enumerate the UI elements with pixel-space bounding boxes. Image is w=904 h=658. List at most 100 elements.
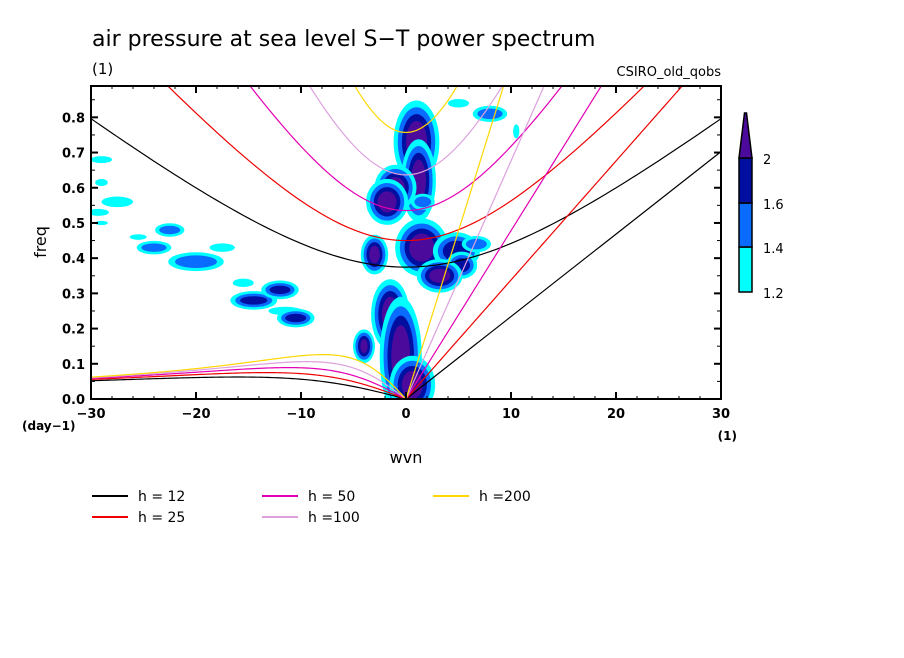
contour-level-1.6	[285, 313, 307, 323]
power-blob	[461, 235, 491, 253]
colorbar-extend-arrow	[738, 112, 753, 159]
x-tick-label: −10	[287, 407, 316, 422]
power-blob	[410, 193, 435, 210]
x-tick-label: −20	[182, 407, 211, 422]
y-tick-label: 0.8	[62, 111, 85, 126]
contour-level-1.4	[175, 255, 217, 269]
power-blob	[91, 208, 109, 216]
power-blob	[95, 220, 108, 226]
power-blob	[360, 234, 389, 275]
kelvin-wave-curve	[405, 86, 545, 399]
colorbar-label: 1.6	[763, 198, 784, 213]
legend-label: h =100	[308, 510, 360, 526]
y-axis-label: freq	[31, 226, 50, 258]
power-blob	[232, 278, 254, 288]
contour-level-1.2	[101, 196, 133, 208]
contour-level-1.2	[209, 243, 235, 252]
contour-level-1.2	[232, 278, 254, 288]
power-blob	[136, 240, 172, 255]
power-blob	[101, 196, 133, 208]
power-blob	[472, 105, 508, 122]
curve-group-h12	[91, 118, 721, 399]
rossby-wave-curve	[91, 376, 407, 399]
power-blob	[95, 178, 108, 186]
units-label: (1)	[92, 60, 113, 78]
curve-group-h25	[91, 86, 683, 399]
power-blob	[261, 280, 299, 300]
colorbar-swatch	[738, 246, 753, 293]
y-tick-label: 0.3	[62, 287, 85, 302]
y-tick-label: 0.1	[62, 358, 85, 373]
rossby-wave-curve	[91, 371, 407, 399]
y-tick-label: 0.5	[62, 217, 85, 232]
axis-ticks: −30 −20 −10 0 10 20 30 0.0 0.1 0.2 0.3 0.4 0.5 0.6 0.7…	[62, 86, 730, 422]
contour-level-1.6	[240, 296, 268, 305]
chart-title: air pressure at sea level S−T power spec…	[92, 27, 595, 52]
curve-group-h200	[91, 86, 505, 399]
legend-label: h = 12	[138, 489, 185, 505]
contour-level-2	[429, 268, 451, 283]
curve-group-h50	[91, 86, 602, 399]
power-blob	[155, 223, 185, 237]
power-blob	[353, 329, 375, 364]
contour-level-1.2	[91, 156, 112, 164]
power-blob	[277, 308, 315, 328]
inertia-gravity-curve	[91, 118, 721, 268]
dispersion-curves	[91, 86, 721, 399]
rossby-wave-curve	[91, 366, 407, 399]
y-tick-label: 0.6	[62, 182, 85, 197]
rossby-wave-curve	[91, 361, 407, 399]
contour-level-2	[369, 245, 380, 264]
curve-group-h100	[91, 86, 545, 399]
colorbar-swatch	[738, 157, 753, 204]
inertia-gravity-curve	[354, 86, 458, 134]
inertia-gravity-curve	[166, 86, 646, 242]
colorbar-label: 1.4	[763, 242, 784, 257]
contour-level-1.2	[95, 220, 108, 226]
contour-level-1.4	[465, 238, 487, 250]
inertia-gravity-curve	[308, 86, 504, 176]
rossby-wave-curve	[91, 353, 407, 399]
x-axis-label: wvn	[390, 448, 423, 467]
power-blob	[448, 99, 469, 108]
y-tick-label: 0.2	[62, 323, 85, 338]
legend-item: h =200	[433, 489, 531, 505]
power-blob	[366, 178, 409, 225]
power-blob	[168, 252, 224, 272]
inertia-gravity-curve	[249, 86, 563, 212]
legend: h = 12 h = 25 h = 50 h =100 h =200	[92, 489, 531, 526]
contour-level-1.2	[91, 208, 109, 216]
contour-level-1.4	[414, 196, 432, 208]
kelvin-wave-curve	[405, 151, 721, 399]
colorbar-swatch	[738, 202, 753, 248]
contour-level-1.4	[141, 243, 167, 252]
power-blob	[209, 243, 235, 252]
power-blob	[91, 156, 112, 164]
y-tick-label: 0.0	[62, 393, 85, 408]
legend-item: h = 25	[92, 510, 185, 526]
legend-item: h = 50	[262, 489, 355, 505]
x-tick-label: 10	[502, 407, 520, 422]
contour-level-1.6	[269, 285, 291, 295]
kelvin-wave-curve	[405, 86, 683, 399]
colorbar-label: 1.2	[763, 287, 784, 302]
kelvin-wave-curve	[405, 86, 602, 399]
legend-item: h =100	[262, 510, 360, 526]
legend-label: h = 25	[138, 510, 185, 526]
power-blob	[129, 234, 147, 240]
y-tick-label: 0.4	[62, 252, 85, 267]
x-tick-label: 0	[401, 407, 410, 422]
x-tick-label: 20	[607, 407, 625, 422]
x-units-label: (1)	[718, 429, 737, 443]
contour-level-1.2	[513, 124, 520, 139]
colorbar-label: 2	[763, 153, 771, 168]
legend-label: h =200	[479, 489, 531, 505]
power-blob	[513, 124, 520, 139]
contour-level-1.2	[129, 234, 147, 240]
power-shading	[91, 99, 520, 399]
contour-level-1.4	[159, 225, 181, 235]
legend-label: h = 50	[308, 489, 355, 505]
colorbar: 1.2 1.4 1.6 2	[738, 112, 784, 302]
y-units-label: (day−1)	[22, 419, 76, 433]
